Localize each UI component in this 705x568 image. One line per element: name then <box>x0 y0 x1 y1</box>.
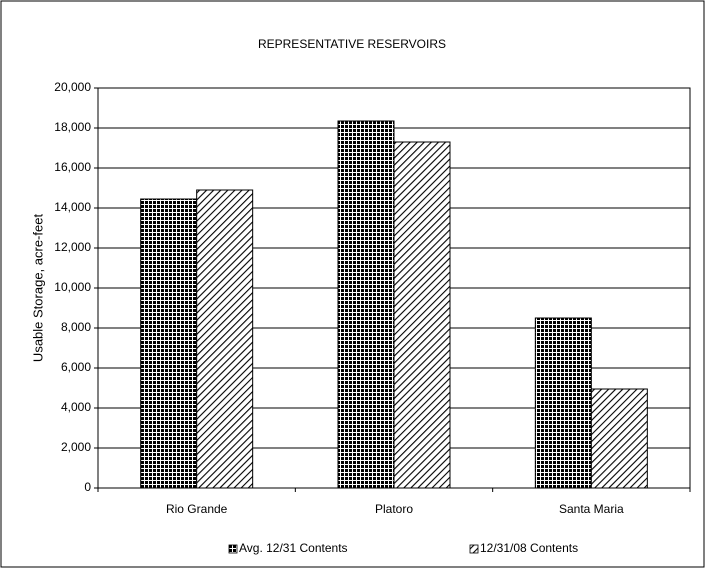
bar <box>534 317 592 489</box>
y-tick-label: 14,000 <box>54 200 91 214</box>
y-tick-label: 18,000 <box>54 120 91 134</box>
legend-label: 12/31/08 Contents <box>480 541 578 555</box>
legend-label: Avg. 12/31 Contents <box>239 541 348 555</box>
legend-swatch <box>469 544 479 554</box>
x-tick-label: Platoro <box>375 502 413 516</box>
y-tick-label: 0 <box>84 480 91 494</box>
legend-swatch <box>228 544 238 554</box>
y-tick-label: 8,000 <box>61 320 91 334</box>
y-tick-label: 16,000 <box>54 160 91 174</box>
bar <box>393 141 451 489</box>
y-tick-label: 4,000 <box>61 400 91 414</box>
y-axis-label: Usable Storage, acre-feet <box>30 214 45 363</box>
y-tick-label: 6,000 <box>61 360 91 374</box>
bar <box>590 388 648 489</box>
chart-title: REPRESENTATIVE RESERVOIRS <box>258 37 446 51</box>
x-tick-label: Rio Grande <box>166 502 228 516</box>
x-tick-label: Santa Maria <box>559 502 624 516</box>
y-tick-label: 20,000 <box>54 80 91 94</box>
bar <box>337 120 395 489</box>
y-tick-label: 2,000 <box>61 440 91 454</box>
bar <box>196 189 254 489</box>
bar <box>140 198 198 489</box>
y-tick-label: 10,000 <box>54 280 91 294</box>
y-tick-label: 12,000 <box>54 240 91 254</box>
